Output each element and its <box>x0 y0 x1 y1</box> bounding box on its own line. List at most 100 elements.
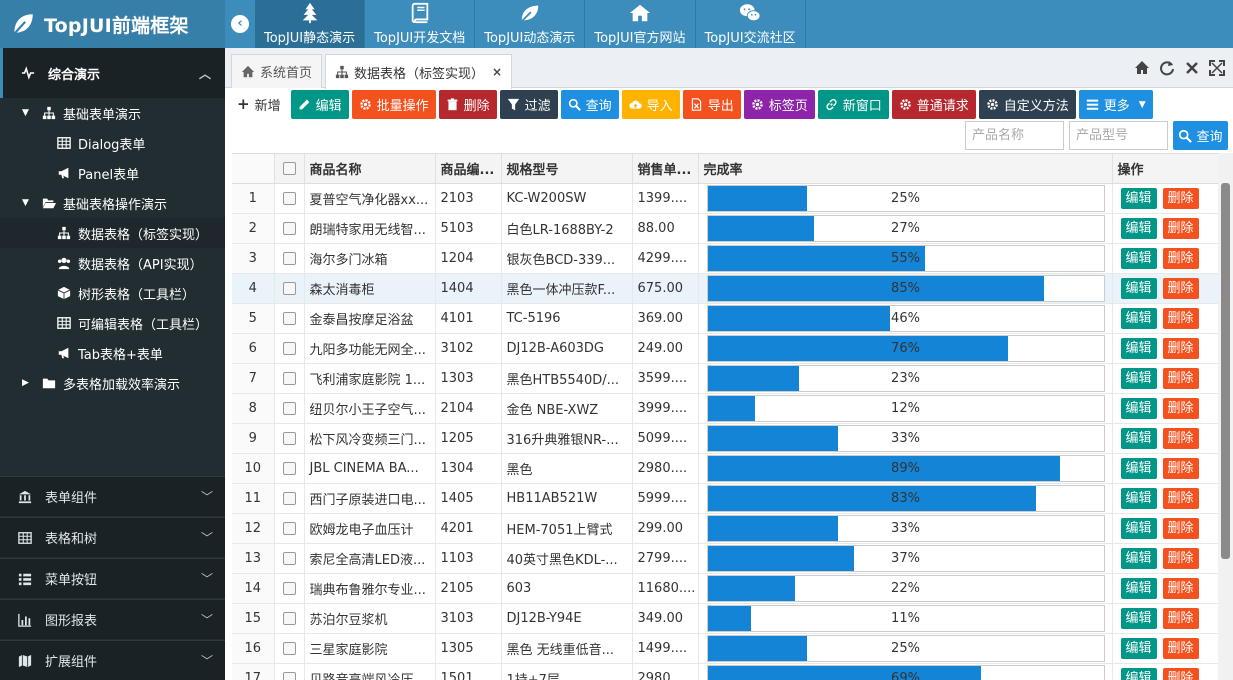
row-select-cell[interactable] <box>274 663 305 680</box>
column-header-spec[interactable]: 规格型号 <box>501 154 633 184</box>
table-row[interactable]: 7 飞利浦家庭影院 1... 1303 黑色HTB5540D/... 3599.... 2… <box>232 363 1218 394</box>
row-checkbox[interactable] <box>282 371 296 385</box>
row-edit-button[interactable]: 编辑 <box>1120 547 1157 569</box>
sidebar-section-charts[interactable]: 图形报表 ﹀ <box>0 599 225 639</box>
select-all-checkbox[interactable] <box>282 161 296 175</box>
row-delete-button[interactable]: 删除 <box>1162 397 1199 419</box>
more-menu-button[interactable]: 更多 ▼ <box>1078 90 1153 119</box>
row-edit-button[interactable]: 编辑 <box>1120 517 1157 539</box>
row-checkbox[interactable] <box>282 341 296 355</box>
topnav-official-site[interactable]: TopJUI官方网站 <box>585 0 696 48</box>
tab-home[interactable]: 系统首页 <box>231 54 323 88</box>
column-header-progress[interactable]: 完成率 <box>698 154 1113 184</box>
sidebar-item-multi-grid[interactable]: ▶ 多表格加载效率演示 <box>0 368 225 398</box>
column-header-price[interactable]: 销售单... <box>632 154 699 184</box>
column-header-name[interactable]: 商品名称 <box>304 154 436 184</box>
row-select-cell[interactable] <box>274 423 305 454</box>
sidebar-item-panel-form[interactable]: Panel表单 <box>0 158 225 188</box>
row-edit-button[interactable]: 编辑 <box>1120 247 1157 269</box>
sidebar-item-datagrid-api[interactable]: 数据表格（API实现） <box>0 248 225 278</box>
topnav-community[interactable]: TopJUI交流社区 <box>696 0 806 48</box>
row-select-cell[interactable] <box>274 183 305 214</box>
topnav-static-demo[interactable]: TopJUI静态演示 <box>255 0 366 48</box>
sidebar-section-extensions[interactable]: 扩展组件 ﹀ <box>0 640 225 680</box>
row-delete-button[interactable]: 删除 <box>1162 457 1199 479</box>
tagpage-button[interactable]: 标签页 <box>743 90 815 119</box>
row-delete-button[interactable]: 删除 <box>1162 547 1199 569</box>
sidebar-section-comprehensive[interactable]: 综合演示 ︿ <box>0 48 225 98</box>
row-edit-button[interactable]: 编辑 <box>1120 637 1157 659</box>
row-checkbox[interactable] <box>282 611 296 625</box>
table-row[interactable]: 16 三星家庭影院 1305 黑色 无线重低音... 1499.... 25% 编辑 删除 <box>232 633 1218 664</box>
row-delete-button[interactable]: 删除 <box>1162 217 1199 239</box>
row-checkbox[interactable] <box>282 491 296 505</box>
table-row[interactable]: 9 松下风冷变频三门... 1205 316升典雅银NR-... 5099.... 33%… <box>232 423 1218 454</box>
row-edit-button[interactable]: 编辑 <box>1120 187 1157 209</box>
product-name-input[interactable]: 产品名称 <box>965 121 1064 150</box>
row-select-cell[interactable] <box>274 453 305 484</box>
product-model-input[interactable]: 产品型号 <box>1069 121 1168 150</box>
table-row[interactable]: 6 九阳多功能无网全... 3102 DJ12B-A603DG 249.00 76% 编辑删… <box>232 333 1218 364</box>
row-select-cell[interactable] <box>274 273 305 304</box>
row-delete-button[interactable]: 删除 <box>1162 637 1199 659</box>
row-checkbox[interactable] <box>282 401 296 415</box>
row-delete-button[interactable]: 删除 <box>1162 187 1199 209</box>
row-checkbox[interactable] <box>282 521 296 535</box>
sidebar-section-form-components[interactable]: 表单组件 ﹀ <box>0 476 225 516</box>
sidebar-item-basic-table[interactable]: ▼ 基础表格操作演示 <box>0 188 225 218</box>
sidebar-item-tab-grid-form[interactable]: Tab表格+表单 <box>0 338 225 368</box>
query-button[interactable]: 查询 <box>560 90 619 119</box>
topnav-dynamic-demo[interactable]: TopJUI动态演示 <box>475 0 586 48</box>
table-row[interactable]: 3 海尔多门冰箱 1204 银灰色BCD-339... 4299.... 55% 编辑 删除 <box>232 243 1218 274</box>
table-row[interactable]: 11 西门子原装进口电... 1405 HB11AB521W 5999.... 83% 编辑… <box>232 483 1218 514</box>
app-logo[interactable]: TopJUI前端框架 <box>0 0 225 48</box>
row-checkbox[interactable] <box>282 581 296 595</box>
row-delete-button[interactable]: 删除 <box>1162 517 1199 539</box>
row-edit-button[interactable]: 编辑 <box>1120 277 1157 299</box>
row-delete-button[interactable]: 删除 <box>1162 427 1199 449</box>
row-edit-button[interactable]: 编辑 <box>1120 367 1157 389</box>
row-select-cell[interactable] <box>274 363 305 394</box>
row-edit-button[interactable]: 编辑 <box>1120 307 1157 329</box>
new-window-button[interactable]: 新窗口 <box>817 90 889 119</box>
row-checkbox[interactable] <box>282 461 296 475</box>
row-select-cell[interactable] <box>274 393 305 424</box>
table-row[interactable]: 2 朗瑞特家用无线智... 5103 白色LR-1688BY-2 88.00 27% 编辑删… <box>232 213 1218 244</box>
row-select-cell[interactable] <box>274 243 305 274</box>
table-row[interactable]: 4 森太消毒柜 1404 黑色一体冲压款F... 675.00 85% 编辑 删除 <box>232 273 1218 304</box>
row-edit-button[interactable]: 编辑 <box>1120 607 1157 629</box>
row-select-cell[interactable] <box>274 573 305 604</box>
edit-button[interactable]: 编辑 <box>290 90 349 119</box>
row-checkbox[interactable] <box>282 251 296 265</box>
row-checkbox[interactable] <box>282 671 296 680</box>
row-select-cell[interactable] <box>274 333 305 364</box>
table-row[interactable]: 17 贝路音高端风冷压... 1501 1持+7层 2980.... 69% 编辑 删除 <box>232 663 1218 680</box>
row-select-cell[interactable] <box>274 213 305 244</box>
row-select-cell[interactable] <box>274 513 305 544</box>
table-row[interactable]: 13 索尼全高清LED液... 1103 40英寸黑色KDL-... 2799.... 3… <box>232 543 1218 574</box>
row-edit-button[interactable]: 编辑 <box>1120 427 1157 449</box>
row-edit-button[interactable]: 编辑 <box>1120 487 1157 509</box>
refresh-icon[interactable] <box>1159 60 1175 76</box>
export-button[interactable]: 导出 <box>682 90 741 119</box>
delete-button[interactable]: 删除 <box>438 90 497 119</box>
row-edit-button[interactable]: 编辑 <box>1120 397 1157 419</box>
table-row[interactable]: 10 JBL CINEMA BA... 1304 黑色 2980.... 89% 编辑 删除 <box>232 453 1218 484</box>
table-row[interactable]: 12 欧姆龙电子血压计 4201 HEM-7051上臂式 299.00 33% 编辑 删除 <box>232 513 1218 544</box>
close-icon[interactable]: × <box>492 65 503 79</box>
batch-button[interactable]: 批量操作 <box>351 90 436 119</box>
row-delete-button[interactable]: 删除 <box>1162 337 1199 359</box>
row-checkbox[interactable] <box>282 551 296 565</box>
column-header-code[interactable]: 商品编... <box>435 154 502 184</box>
row-delete-button[interactable]: 删除 <box>1162 277 1199 299</box>
custom-method-button[interactable]: 自定义方法 <box>978 90 1076 119</box>
normal-request-button[interactable]: 普通请求 <box>891 90 976 119</box>
row-delete-button[interactable]: 删除 <box>1162 247 1199 269</box>
sidebar-section-grid-tree[interactable]: 表格和树 ﹀ <box>0 517 225 557</box>
select-all-header[interactable] <box>274 154 305 184</box>
sidebar-item-editable-grid[interactable]: 可编辑表格（工具栏） <box>0 308 225 338</box>
sidebar-collapse-button[interactable]: ‹ <box>231 15 249 33</box>
tab-datagrid-tag[interactable]: 数据表格（标签实现） × <box>325 54 513 89</box>
sidebar-item-dialog-form[interactable]: Dialog表单 <box>0 128 225 158</box>
table-row[interactable]: 1 夏普空气净化器xx... 2103 KC-W200SW 1399.... 25% 编辑删… <box>232 183 1218 214</box>
